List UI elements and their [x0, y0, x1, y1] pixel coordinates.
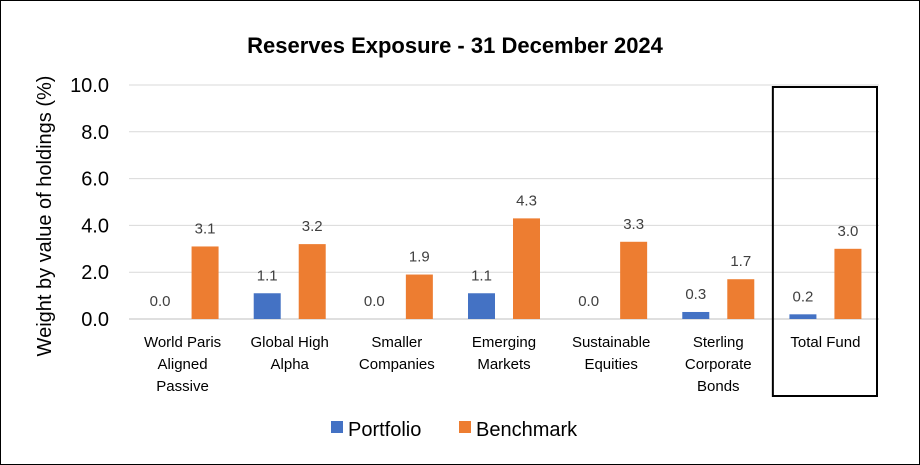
data-label-portfolio: 1.1	[471, 267, 492, 284]
legend-label-benchmark: Benchmark	[476, 419, 578, 441]
y-tick-label: 4.0	[81, 215, 109, 237]
y-tick-label: 0.0	[81, 309, 109, 331]
chart-title: Reserves Exposure - 31 December 2024	[247, 33, 664, 58]
category-label: Markets	[477, 356, 530, 373]
data-label-benchmark: 1.7	[730, 253, 751, 270]
bar-benchmark	[513, 218, 540, 319]
y-axis-label: Weight by value of holdings (%)	[34, 76, 56, 357]
data-label-benchmark: 1.9	[409, 249, 430, 266]
category-label: Emerging	[472, 334, 536, 351]
bar-portfolio	[789, 314, 817, 319]
category-label: Bonds	[697, 378, 740, 395]
bar-benchmark	[620, 241, 648, 319]
category-label: Alpha	[271, 356, 310, 373]
highlight-box	[771, 86, 878, 397]
category-label: Equities	[584, 356, 637, 373]
data-label-benchmark: 3.1	[195, 220, 216, 237]
legend-swatch-benchmark	[459, 421, 471, 433]
bar-benchmark	[191, 246, 219, 319]
category-label: World Paris	[144, 334, 221, 351]
data-label-portfolio: 1.1	[257, 267, 278, 284]
category-label: Sustainable	[572, 334, 650, 351]
y-tick-label: 2.0	[81, 262, 109, 284]
category-label: Companies	[359, 356, 435, 373]
category-label: Corporate	[685, 356, 752, 373]
bar-benchmark	[834, 248, 862, 319]
bar-benchmark	[405, 274, 433, 319]
data-label-portfolio: 0.0	[150, 293, 171, 310]
bar-portfolio	[682, 311, 710, 319]
bar-benchmark	[298, 244, 326, 319]
category-label: Smaller	[371, 334, 422, 351]
category-label: Sterling	[693, 334, 744, 351]
data-label-portfolio: 0.3	[685, 286, 706, 303]
legend-label-portfolio: Portfolio	[348, 419, 421, 441]
data-label-portfolio: 0.0	[578, 293, 599, 310]
y-tick-label: 8.0	[81, 122, 109, 144]
category-label: Aligned	[158, 356, 208, 373]
legend-swatch-portfolio	[331, 421, 343, 433]
data-label-benchmark: 3.0	[837, 223, 858, 240]
category-label: Total Fund	[790, 334, 860, 351]
category-label: Passive	[156, 378, 209, 395]
bar-portfolio	[253, 293, 281, 319]
data-label-portfolio: 0.0	[364, 293, 385, 310]
category-label: Global High	[251, 334, 329, 351]
bar-portfolio	[468, 293, 495, 319]
y-tick-label: 6.0	[81, 169, 109, 191]
y-tick-label: 10.0	[70, 75, 109, 97]
data-label-benchmark: 3.2	[302, 218, 323, 235]
data-label-portfolio: 0.2	[792, 288, 813, 305]
bar-benchmark	[727, 279, 755, 319]
data-label-benchmark: 4.3	[516, 192, 537, 209]
data-label-benchmark: 3.3	[623, 216, 644, 233]
